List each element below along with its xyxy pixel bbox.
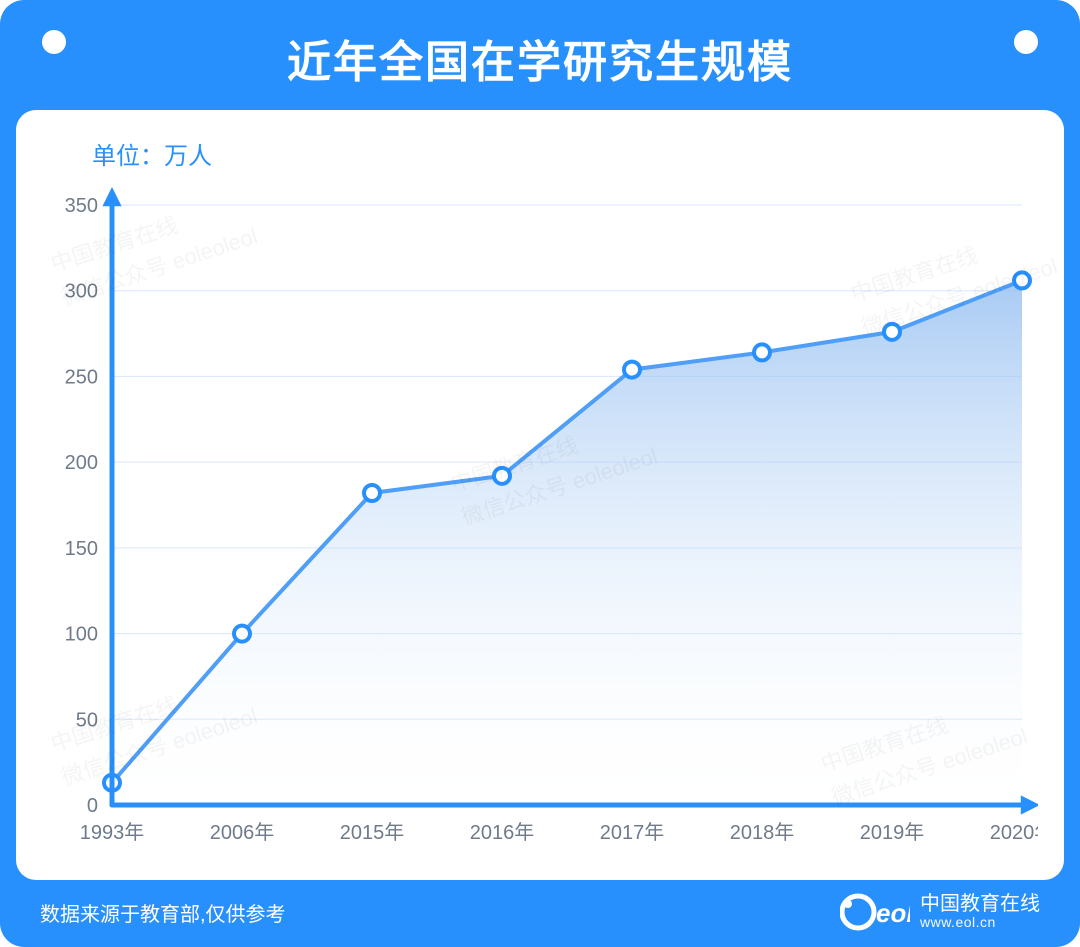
svg-text:250: 250 — [65, 366, 98, 388]
unit-label: 单位：万人 — [92, 136, 1038, 171]
svg-text:0: 0 — [87, 795, 98, 817]
brand-logo-icon: eol — [840, 892, 910, 932]
svg-text:2018年: 2018年 — [730, 821, 795, 844]
svg-text:50: 50 — [76, 709, 98, 731]
line-chart-svg: 0 50 100 150 200 250 300 350 1993年 2006年 2015年 2016… — [42, 175, 1038, 875]
svg-text:2019年: 2019年 — [860, 821, 925, 844]
svg-text:200: 200 — [65, 452, 98, 474]
svg-text:350: 350 — [65, 195, 98, 217]
svg-text:2017年: 2017年 — [600, 821, 665, 844]
brand-name: 中国教育在线 — [920, 893, 1040, 915]
svg-text:2016年: 2016年 — [470, 821, 535, 844]
svg-text:eol: eol — [876, 898, 910, 928]
svg-text:2015年: 2015年 — [340, 821, 405, 844]
svg-text:300: 300 — [65, 281, 98, 303]
chart-area: 0 50 100 150 200 250 300 350 1993年 2006年 2015年 2016… — [42, 175, 1038, 875]
corner-dot-right — [1014, 30, 1038, 54]
source-note: 数据来源于教育部,仅供参考 — [40, 898, 286, 927]
brand: eol 中国教育在线 www.eol.cn — [840, 892, 1040, 932]
svg-text:1993年: 1993年 — [80, 821, 145, 844]
corner-dot-left — [42, 30, 66, 54]
brand-url: www.eol.cn — [920, 915, 1040, 930]
footer: 数据来源于教育部,仅供参考 eol 中国教育在线 www.eol.cn — [16, 880, 1064, 932]
card: 近年全国在学研究生规模 单位：万人 0 50 100 150 200 250 300 350 1… — [0, 0, 1080, 947]
chart-title: 近年全国在学研究生规模 — [16, 16, 1064, 110]
svg-text:100: 100 — [65, 624, 98, 646]
chart-panel: 单位：万人 0 50 100 150 200 250 300 350 1993年 2006年 201… — [16, 110, 1064, 880]
svg-text:150: 150 — [65, 538, 98, 560]
svg-text:2006年: 2006年 — [210, 821, 275, 844]
svg-text:2020年: 2020年 — [990, 821, 1038, 844]
